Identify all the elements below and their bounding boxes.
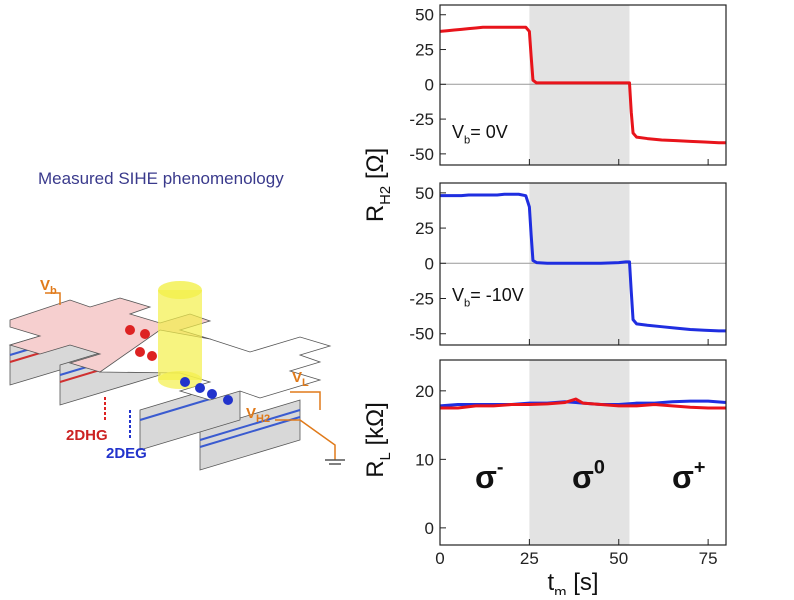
y-tick-label: 25 [415,41,434,60]
annotation: σ+ [672,457,705,495]
text-part: [s] [567,569,599,595]
x-axis-label: tm [s] [547,569,598,595]
x-tick-label: 50 [609,549,628,568]
y-tick-label: 0 [425,254,434,273]
data-line [440,192,726,333]
y-tick-label: 10 [415,450,434,469]
text-part: V [452,122,464,142]
text-part: σ [475,459,497,495]
annotation: Vb= -10V [452,285,524,309]
diagram-label: Vb [40,277,57,297]
plot-frame [439,182,727,346]
y-tick-label: -25 [409,110,434,129]
text-part: m [554,585,566,595]
text-part: b [464,297,470,309]
text-part: = -10V [470,285,524,305]
text-part: H2 [378,186,394,205]
annotation: σ0 [572,457,605,495]
highlight-band [529,5,630,165]
data-line [440,397,726,410]
plot-frame [439,359,727,546]
text-part: σ [672,459,694,495]
text-part: 0 [594,457,605,479]
diagram-label: VL [292,369,309,389]
plot-frame [439,4,727,166]
y-tick-label: -25 [409,290,434,309]
text-part: R [362,205,389,222]
y-axis-label: RH2 [Ω] [362,148,394,222]
x-tick-label: 75 [699,549,718,568]
y-tick-label: 50 [415,6,434,25]
text-part: + [694,457,706,479]
text-part: - [497,457,504,479]
text-part: b [464,134,470,146]
caption: Measured SIHE phenomenology [38,169,284,188]
text-part: R [362,460,389,477]
y-tick-label: 0 [425,519,434,538]
y-tick-label: 0 [425,75,434,94]
y-tick-label: 50 [415,184,434,203]
diagram-label: 2DEG [106,445,147,462]
text-part: L [378,452,394,460]
annotation: Vb= 0V [452,122,508,146]
y-tick-label: -50 [409,145,434,164]
device-illustration: Vb VL VH2 2DHG 2DEG [8,277,345,471]
text-part: [kΩ] [362,402,389,452]
text-part: σ [572,459,594,495]
x-tick-label: 25 [520,549,539,568]
data-line [439,25,726,145]
y-tick-label: 20 [415,382,434,401]
y-tick-label: 25 [415,219,434,238]
text-part: t [547,569,554,595]
text-part: [Ω] [362,148,389,186]
y-axis-label: RL [kΩ] [362,402,394,478]
text-part: V [452,285,464,305]
text-part: = 0V [470,122,508,142]
diagram-label: 2DHG [66,427,108,444]
highlight-band [529,360,630,545]
y-tick-label: -50 [409,325,434,344]
annotation: σ- [475,457,504,495]
x-tick-label: 0 [435,549,444,568]
diagram-label: VH2 [246,405,270,425]
